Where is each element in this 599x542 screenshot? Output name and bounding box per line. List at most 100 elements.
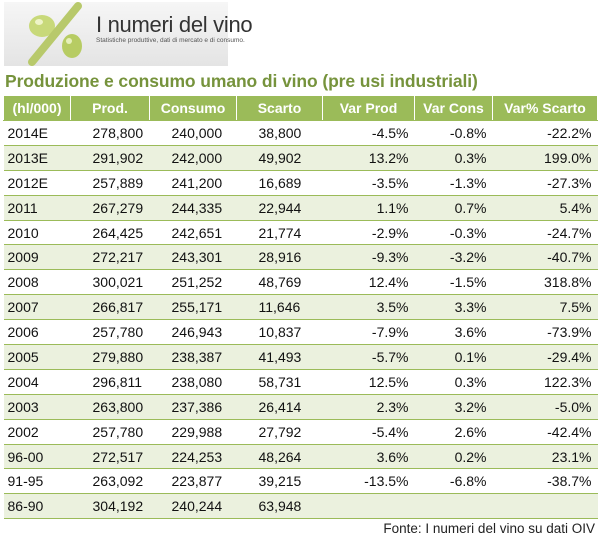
table-cell: 2014E: [3, 120, 71, 146]
table-cell: 2009: [3, 244, 71, 271]
table-row: 2006 257,780 246,943 10,837 -7.9% 3.6% -73.9%: [3, 319, 598, 346]
table-cell: 2010: [3, 220, 71, 246]
table-cell: [414, 493, 493, 520]
table-cell: -1.5%: [414, 269, 493, 296]
table-cell: 12.5%: [322, 369, 415, 395]
table-cell: 27,792: [236, 419, 323, 445]
table-cell: 48,264: [236, 444, 323, 470]
table-cell: -27.3%: [492, 170, 598, 196]
table-cell: 41,493: [236, 344, 323, 370]
logo-subtitle: Statistiche produttive, dati di mercato …: [96, 37, 245, 44]
table-cell: 63,948: [236, 493, 323, 520]
table-row: 2002 257,780 229,988 27,792 -5.4% 2.6% -42.4%: [3, 419, 598, 445]
table-cell: 22,944: [236, 195, 323, 221]
table-cell: 199.0%: [492, 145, 598, 171]
table-row: 2005 279,880 238,387 41,493 -5.7% 0.1% -29.4%: [3, 344, 598, 370]
column-header: Consumo: [149, 95, 237, 121]
table-cell: 23.1%: [492, 444, 598, 470]
table-cell: 3.2%: [414, 394, 493, 420]
table-cell: 2008: [3, 269, 71, 296]
table-cell: -73.9%: [492, 319, 598, 346]
table-cell: -0.8%: [414, 120, 493, 146]
grape-percent-icon: [28, 2, 82, 66]
table-cell: 223,877: [149, 468, 237, 495]
table-cell: 2005: [3, 344, 71, 370]
table-cell: 2002: [3, 419, 71, 445]
table-cell: 2.6%: [414, 419, 493, 445]
table-cell: 242,000: [149, 145, 237, 171]
table-cell: 7.5%: [492, 294, 598, 321]
table-cell: -0.3%: [414, 220, 493, 246]
logo[interactable]: I numeri del vino Statistiche produttive…: [4, 2, 253, 66]
table-cell: -3.2%: [414, 244, 493, 271]
table-cell: 3.5%: [322, 294, 415, 321]
table-cell: -5.4%: [322, 419, 415, 445]
table-cell: [322, 493, 415, 520]
table-cell: -4.5%: [322, 120, 415, 146]
table-row: 2013E 291,902 242,000 49,902 13.2% 0.3% 199.0%: [3, 145, 598, 171]
table-cell: 241,200: [149, 170, 237, 196]
table-cell: 2007: [3, 294, 71, 321]
table-cell: 0.3%: [414, 145, 493, 171]
table-cell: 13.2%: [322, 145, 415, 171]
table-cell: -29.4%: [492, 344, 598, 370]
table-cell: -13.5%: [322, 468, 415, 495]
table-cell: 242,651: [149, 220, 237, 246]
table-cell: 300,021: [70, 269, 150, 296]
table-cell: 2013E: [3, 145, 71, 171]
table-cell: 3.6%: [414, 319, 493, 346]
table-cell: 238,080: [149, 369, 237, 395]
table-cell: 1.1%: [322, 195, 415, 221]
table-cell: 5.4%: [492, 195, 598, 221]
table-cell: 240,000: [149, 120, 237, 146]
table-cell: 264,425: [70, 220, 150, 246]
table-cell: 243,301: [149, 244, 237, 271]
column-header: Var% Scarto: [492, 95, 598, 121]
table-cell: -6.8%: [414, 468, 493, 495]
table-cell: 279,880: [70, 344, 150, 370]
table-cell: 263,092: [70, 468, 150, 495]
table-cell: 257,780: [70, 419, 150, 445]
table-cell: 39,215: [236, 468, 323, 495]
table-cell: 2004: [3, 369, 71, 395]
table-cell: 3.6%: [322, 444, 415, 470]
table-row: 86-90 304,192 240,244 63,948: [3, 493, 598, 520]
header: I numeri del vino Statistiche produttive…: [0, 0, 599, 72]
table-cell: -38.7%: [492, 468, 598, 495]
table-cell: 12.4%: [322, 269, 415, 296]
table-cell: [492, 493, 598, 520]
table-cell: 11,646: [236, 294, 323, 321]
table-cell: -24.7%: [492, 220, 598, 246]
table-cell: 257,780: [70, 319, 150, 346]
table-cell: 91-95: [3, 468, 71, 495]
table-cell: 291,902: [70, 145, 150, 171]
table-row: 91-95 263,092 223,877 39,215 -13.5% -6.8% -38.…: [3, 468, 598, 495]
table-cell: 304,192: [70, 493, 150, 520]
table-cell: -9.3%: [322, 244, 415, 271]
table-cell: 2011: [3, 195, 71, 221]
data-table: (hl/000) Prod. Consumo Scarto Var Prod Var Co…: [3, 95, 598, 520]
table-cell: 240,244: [149, 493, 237, 520]
table-cell: -2.9%: [322, 220, 415, 246]
table-cell: 266,817: [70, 294, 150, 321]
table-cell: 38,800: [236, 120, 323, 146]
table-cell: -5.7%: [322, 344, 415, 370]
table-row: 2009 272,217 243,301 28,916 -9.3% -3.2% -40.7%: [3, 244, 598, 271]
table-cell: -7.9%: [322, 319, 415, 346]
table-cell: 2003: [3, 394, 71, 420]
table-row: 2003 263,800 237,386 26,414 2.3% 3.2% -5.0%: [3, 394, 598, 420]
column-header: (hl/000): [3, 95, 71, 121]
table-cell: 267,279: [70, 195, 150, 221]
source-note: Fonte: I numeri del vino su dati OIV: [383, 521, 595, 536]
table-cell: 278,800: [70, 120, 150, 146]
column-header: Var Prod: [322, 95, 415, 121]
table-cell: 272,517: [70, 444, 150, 470]
table-row: 2012E 257,889 241,200 16,689 -3.5% -1.3% -27.3…: [3, 170, 598, 196]
table-cell: 0.2%: [414, 444, 493, 470]
table-row: 2014E 278,800 240,000 38,800 -4.5% -0.8% -22.2…: [3, 120, 598, 146]
table-cell: 0.1%: [414, 344, 493, 370]
table-cell: 86-90: [3, 493, 71, 520]
table-row: 2011 267,279 244,335 22,944 1.1% 0.7% 5.4%: [3, 195, 598, 221]
page-title: Produzione e consumo umano di vino (pre …: [5, 71, 478, 91]
table-cell: 49,902: [236, 145, 323, 171]
